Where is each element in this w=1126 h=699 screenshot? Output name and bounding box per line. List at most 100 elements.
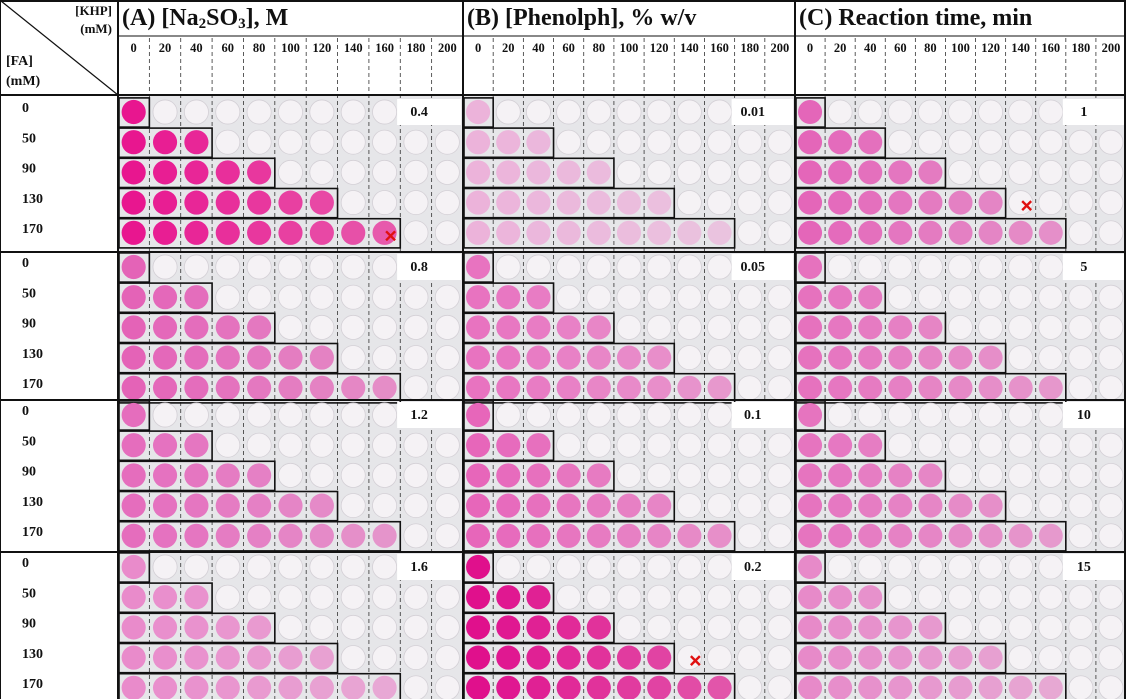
well [216,555,240,579]
well-colored [888,463,912,487]
well [587,100,611,124]
well-colored [918,494,942,518]
well-colored [798,130,822,154]
khp-tick: 60 [222,41,235,55]
well-colored [122,130,146,154]
well-colored [798,494,822,518]
well-colored [216,524,240,548]
well-colored [647,221,671,245]
well [310,130,334,154]
khp-tick: 100 [951,41,970,55]
well [647,130,671,154]
well-colored [466,100,490,124]
well [1069,346,1093,370]
well-colored [918,191,942,215]
well [1069,524,1093,548]
well-colored [798,315,822,339]
well [1099,494,1123,518]
well [677,346,701,370]
block-value: 1.2 [410,408,428,423]
well [373,646,397,670]
well-colored [798,585,822,609]
khp-tick: 160 [375,41,394,55]
khp-tick: 20 [502,41,515,55]
well [435,315,459,339]
well [768,433,792,457]
well [310,585,334,609]
khp-tick: 140 [1011,41,1030,55]
title-part: (C) Reaction time, min [799,5,1032,31]
well [435,221,459,245]
col-label: [KHP] [75,3,112,18]
well-colored [858,285,882,309]
well-colored [647,191,671,215]
well-colored [278,646,302,670]
well-colored [247,191,271,215]
well [435,494,459,518]
well-colored [526,285,550,309]
well-colored [278,221,302,245]
well-colored [828,494,852,518]
well-colored [948,221,972,245]
well-colored [858,160,882,184]
well-colored [466,494,490,518]
value-box [732,554,793,580]
khp-tick: 200 [1102,41,1121,55]
well-colored [677,524,701,548]
well [948,160,972,184]
well-colored [184,524,208,548]
well [707,555,731,579]
well [918,100,942,124]
well [738,646,762,670]
well [647,285,671,309]
well-colored [216,676,240,699]
well-colored [647,346,671,370]
well-colored [122,160,146,184]
well [216,255,240,279]
well-colored [278,676,302,699]
well-colored [948,191,972,215]
khp-tick: 20 [834,41,847,55]
well [341,555,365,579]
well-colored [587,494,611,518]
well [918,403,942,427]
well [310,160,334,184]
well [1009,130,1033,154]
well [948,433,972,457]
well-colored [122,285,146,309]
khp-tick: 100 [620,41,639,55]
well [1099,676,1123,699]
well [677,615,701,639]
well-colored [828,315,852,339]
well [1009,285,1033,309]
well [1099,221,1123,245]
well [153,255,177,279]
well [496,555,520,579]
well [1039,615,1063,639]
well [617,160,641,184]
well-colored [858,191,882,215]
khp-tick: 40 [190,41,203,55]
fa-label: 0 [22,101,29,116]
khp-tick: 80 [593,41,606,55]
well [707,315,731,339]
well [1099,615,1123,639]
well-colored [587,191,611,215]
well [1039,130,1063,154]
well-colored [888,346,912,370]
well-colored [466,646,490,670]
well-colored [496,646,520,670]
khp-tick: 120 [312,41,331,55]
well-colored [216,191,240,215]
well-colored [888,524,912,548]
well-colored [858,221,882,245]
block-value: 0.2 [744,560,762,575]
well-colored [948,494,972,518]
well [247,585,271,609]
well-colored [858,346,882,370]
well-colored [828,376,852,400]
well [707,494,731,518]
well-colored [888,494,912,518]
well-colored [122,585,146,609]
well-colored [184,376,208,400]
